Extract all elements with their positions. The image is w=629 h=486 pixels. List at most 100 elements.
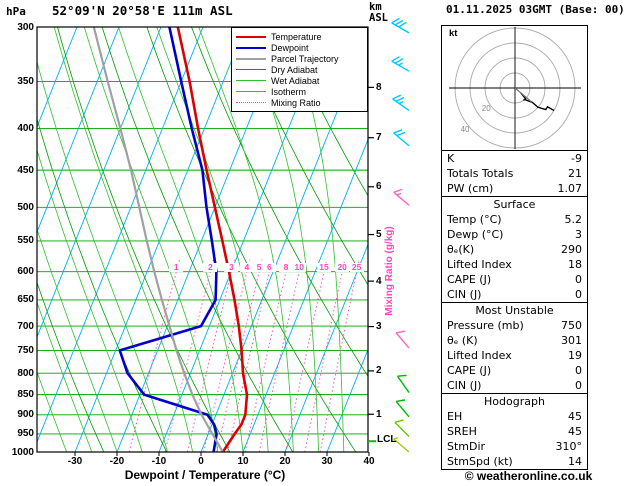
stats-label: SREH — [447, 425, 477, 438]
legend-line-sample — [236, 46, 266, 49]
stats-row: EH 45 — [442, 409, 587, 424]
temp-tick-label: 40 — [363, 456, 375, 467]
wind-barb — [393, 438, 410, 453]
stats-row: K -9 — [442, 151, 587, 166]
stats-value: 3 — [575, 228, 582, 241]
legend-item-label: Isotherm — [271, 86, 307, 97]
legend-item-label: Dewpoint — [271, 42, 309, 53]
pressure-tick-label: 950 — [17, 428, 34, 440]
stats-value: 18 — [568, 258, 582, 271]
pressure-tick-label: 500 — [17, 201, 34, 213]
mixing-ratio-value-label: 6 — [262, 262, 277, 273]
mixing-ratio-value-label: 20 — [335, 262, 350, 273]
stats-value: 14 — [568, 455, 582, 468]
stats-label: Pressure (mb) — [447, 319, 524, 332]
pressure-tick-label: 800 — [17, 367, 34, 379]
legend-item-label: Mixing Ratio — [271, 97, 321, 108]
wind-barb — [394, 421, 410, 437]
pressure-tick-label: 300 — [17, 21, 34, 33]
stats-row: StmDir 310° — [442, 439, 587, 454]
stats-row: Lifted Index 18 — [442, 257, 587, 272]
stats-value: 5.2 — [564, 213, 583, 226]
stats-section-header: Most Unstable — [475, 304, 554, 317]
wind-barb — [392, 98, 410, 112]
stats-label: CIN (J) — [447, 288, 482, 301]
temp-tick-label: 0 — [198, 456, 204, 467]
stats-label: K — [447, 152, 455, 165]
stats-row: PW (cm) 1.07 — [442, 181, 587, 196]
stats-label: CIN (J) — [447, 379, 482, 392]
km-tick-label: 4 — [376, 275, 382, 287]
mixing-ratio-value-label: 15 — [317, 262, 332, 273]
stats-value: 21 — [568, 167, 582, 180]
km-tick-label: 6 — [376, 181, 382, 193]
lcl-label: LCL — [377, 434, 397, 445]
stats-value: 310° — [555, 440, 583, 453]
pressure-tick-label: 400 — [17, 123, 34, 135]
stats-value: 1.07 — [557, 182, 583, 195]
km-axis-unit: km — [369, 1, 382, 13]
mixing-ratio-value-label: 3 — [224, 262, 239, 273]
stats-row: CIN (J) 0 — [442, 287, 587, 302]
legend-item: Parcel Trajectory — [236, 53, 363, 64]
stats-value: 45 — [568, 425, 582, 438]
legend-line-sample — [236, 69, 266, 70]
stats-row: Totals Totals 21 — [442, 166, 587, 181]
wind-barb — [391, 60, 410, 72]
stats-section: Surface Temp (°C) 5.2 Dewp (°C) 3 θₑ(K) 290 Lif… — [442, 196, 587, 302]
wind-barb — [395, 400, 410, 418]
stats-row: CIN (J) 0 — [442, 378, 587, 393]
wind-barb — [395, 332, 410, 349]
legend-item: Temperature — [236, 31, 363, 42]
km-tick-label: 3 — [376, 321, 382, 333]
stats-row: θₑ (K) 301 — [442, 333, 587, 348]
legend: Temperature Dewpoint Parcel Trajectory Dry … — [231, 27, 368, 112]
legend-item: Mixing Ratio — [236, 97, 363, 108]
datetime-title: 01.11.2025 03GMT (Base: 00) — [446, 3, 625, 16]
stats-section-header: Hodograph — [484, 395, 545, 408]
mixing-ratio-value-label: 5 — [252, 262, 267, 273]
series-parcel-trajectory — [92, 27, 224, 452]
km-tick-label: 7 — [376, 132, 382, 144]
pressure-tick-label: 450 — [17, 164, 34, 176]
pressure-tick-label: 900 — [17, 409, 34, 421]
temp-tick-label: -10 — [151, 456, 167, 467]
km-tick-label: 1 — [376, 408, 382, 420]
temp-tick-label: -30 — [67, 456, 83, 467]
temp-tick-label: 20 — [279, 456, 291, 467]
station-title: 52°09'N 20°58'E 111m ASL — [52, 3, 233, 18]
stats-row: CAPE (J) 0 — [442, 363, 587, 378]
stats-label: CAPE (J) — [447, 273, 492, 286]
stats-label: θₑ (K) — [447, 334, 478, 347]
stats-label: CAPE (J) — [447, 364, 492, 377]
stats-value: 750 — [561, 319, 582, 332]
legend-item: Wet Adiabat — [236, 75, 363, 86]
wind-barb — [393, 191, 410, 206]
wind-barb — [391, 22, 410, 34]
mixing-ratio-value-label: 1 — [169, 262, 184, 273]
legend-line-sample — [236, 91, 266, 92]
km-tick-label: 8 — [376, 81, 382, 93]
stats-value: 0 — [575, 364, 582, 377]
pressure-tick-label: 350 — [17, 75, 34, 87]
series-temperature — [176, 27, 249, 452]
stats-value: 45 — [568, 410, 582, 423]
stats-value: 290 — [561, 243, 582, 256]
stats-row: CAPE (J) 0 — [442, 272, 587, 287]
stats-row: Pressure (mb) 750 — [442, 318, 587, 333]
pressure-tick-label: 850 — [17, 389, 34, 401]
pressure-tick-label: 700 — [17, 320, 34, 332]
pressure-axis-unit: hPa — [6, 5, 26, 18]
legend-line-sample — [236, 102, 266, 103]
stats-label: StmDir — [447, 440, 486, 453]
asl-axis-unit: ASL — [369, 12, 388, 24]
legend-item: Dewpoint — [236, 42, 363, 53]
stats-value: 0 — [575, 288, 582, 301]
legend-line-sample — [236, 57, 266, 60]
mixing-ratio-axis-title: Mixing Ratio (g/kg) — [384, 226, 395, 316]
mixing-ratio-value-label: 8 — [279, 262, 294, 273]
pressure-tick-label: 1000 — [11, 446, 34, 458]
stats-label: EH — [447, 410, 463, 423]
km-tick-label: 5 — [376, 229, 382, 241]
legend-item-label: Wet Adiabat — [271, 75, 320, 86]
